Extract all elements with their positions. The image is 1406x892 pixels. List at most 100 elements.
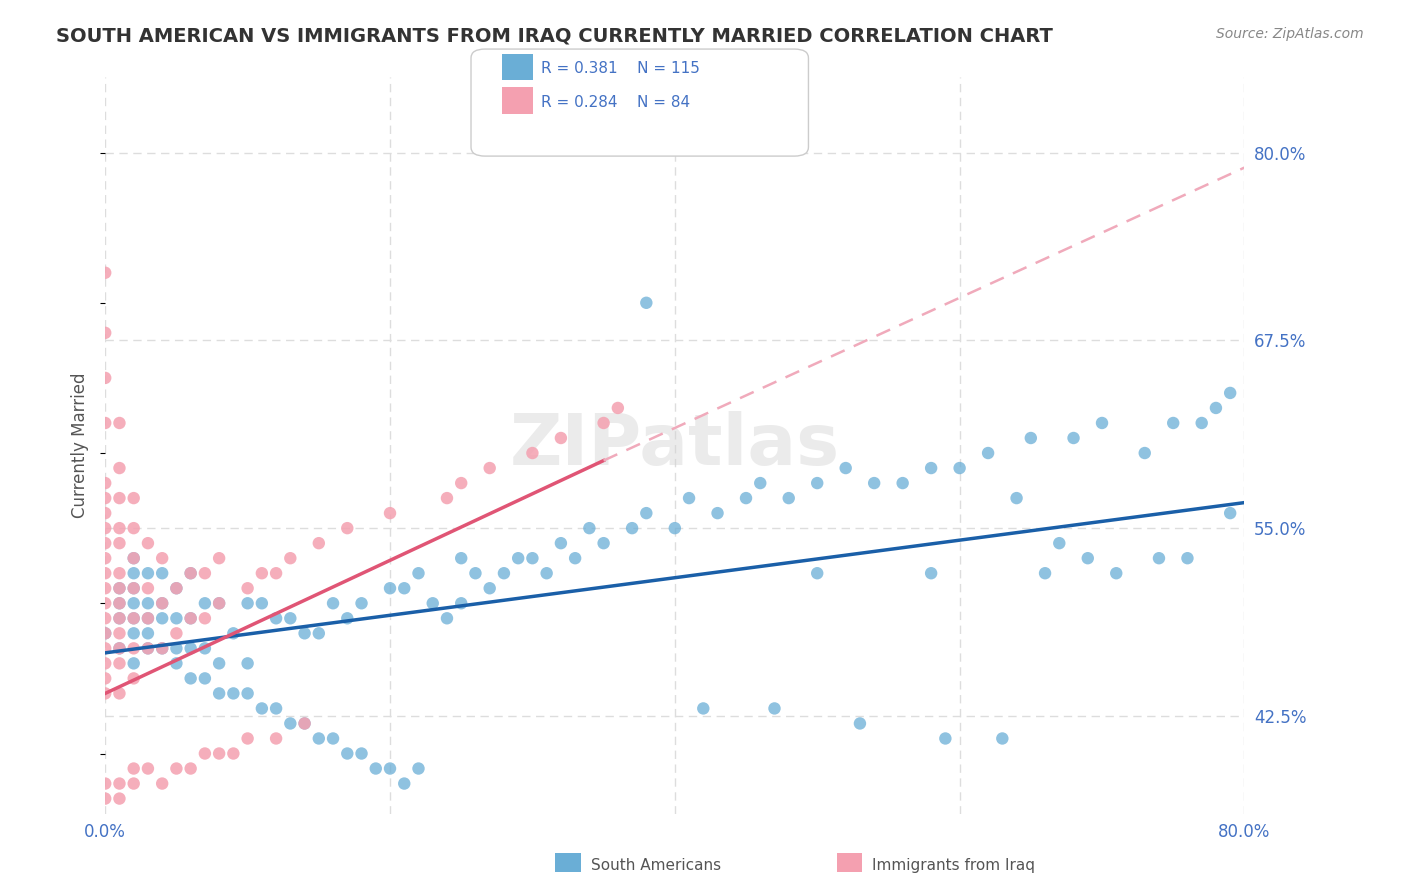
Point: [208, 657, 231, 671]
Point: [308, 731, 330, 746]
Point: [94, 657, 117, 671]
Point: [806, 566, 828, 581]
Point: [122, 581, 145, 595]
Point: [364, 762, 387, 776]
Point: [1147, 551, 1170, 566]
Point: [522, 551, 544, 566]
Point: [208, 596, 231, 610]
Point: [94, 566, 117, 581]
Point: [108, 776, 131, 790]
Point: [122, 611, 145, 625]
Point: [108, 416, 131, 430]
Point: [194, 641, 217, 656]
Point: [1019, 431, 1042, 445]
Text: R = 0.284    N = 84: R = 0.284 N = 84: [541, 95, 690, 110]
Point: [408, 566, 430, 581]
Point: [664, 521, 686, 535]
Point: [94, 641, 117, 656]
Point: [478, 581, 501, 595]
Point: [122, 657, 145, 671]
Text: Immigrants from Iraq: Immigrants from Iraq: [872, 858, 1035, 872]
Point: [1105, 566, 1128, 581]
Point: [122, 551, 145, 566]
Point: [108, 686, 131, 700]
Point: [294, 626, 316, 640]
Point: [264, 566, 287, 581]
Text: SOUTH AMERICAN VS IMMIGRANTS FROM IRAQ CURRENTLY MARRIED CORRELATION CHART: SOUTH AMERICAN VS IMMIGRANTS FROM IRAQ C…: [56, 27, 1053, 45]
Point: [94, 791, 117, 805]
Point: [108, 791, 131, 805]
Point: [94, 371, 117, 385]
Point: [1219, 386, 1241, 401]
Point: [394, 776, 416, 790]
Point: [108, 461, 131, 475]
Point: [450, 596, 472, 610]
Point: [122, 626, 145, 640]
Point: [336, 521, 359, 535]
Point: [180, 611, 202, 625]
Point: [94, 536, 117, 550]
Point: [1177, 551, 1199, 566]
Point: [180, 566, 202, 581]
Point: [122, 641, 145, 656]
Point: [250, 566, 273, 581]
Point: [378, 762, 401, 776]
Point: [336, 611, 359, 625]
Point: [122, 672, 145, 686]
Point: [1091, 416, 1114, 430]
Point: [194, 672, 217, 686]
Point: [108, 596, 131, 610]
Point: [294, 716, 316, 731]
Point: [180, 672, 202, 686]
Point: [108, 536, 131, 550]
Point: [636, 295, 658, 310]
Point: [350, 747, 373, 761]
Point: [592, 536, 614, 550]
Point: [108, 611, 131, 625]
Point: [150, 551, 173, 566]
Point: [1047, 536, 1070, 550]
Point: [450, 551, 472, 566]
Point: [136, 536, 159, 550]
Point: [136, 626, 159, 640]
Point: [122, 521, 145, 535]
Point: [236, 731, 259, 746]
Point: [180, 641, 202, 656]
Text: Source: ZipAtlas.com: Source: ZipAtlas.com: [1216, 27, 1364, 41]
Point: [1063, 431, 1085, 445]
Point: [422, 596, 444, 610]
Point: [308, 536, 330, 550]
Point: [336, 747, 359, 761]
Point: [834, 461, 856, 475]
Point: [208, 747, 231, 761]
Point: [408, 762, 430, 776]
Point: [122, 566, 145, 581]
Point: [108, 596, 131, 610]
Point: [236, 686, 259, 700]
Point: [136, 762, 159, 776]
Point: [94, 672, 117, 686]
Point: [550, 431, 572, 445]
Point: [236, 596, 259, 610]
Point: [150, 566, 173, 581]
Point: [222, 626, 245, 640]
Point: [136, 611, 159, 625]
Point: [1219, 506, 1241, 520]
Point: [236, 581, 259, 595]
Point: [208, 551, 231, 566]
Point: [136, 641, 159, 656]
Point: [264, 701, 287, 715]
Point: [763, 701, 786, 715]
Point: [578, 521, 600, 535]
Point: [949, 461, 972, 475]
Point: [180, 566, 202, 581]
Point: [264, 611, 287, 625]
Point: [108, 581, 131, 595]
Point: [891, 476, 914, 491]
Point: [122, 491, 145, 505]
Point: [294, 716, 316, 731]
Point: [991, 731, 1014, 746]
Point: [735, 491, 758, 505]
Point: [150, 776, 173, 790]
Text: R = 0.381    N = 115: R = 0.381 N = 115: [541, 61, 700, 76]
